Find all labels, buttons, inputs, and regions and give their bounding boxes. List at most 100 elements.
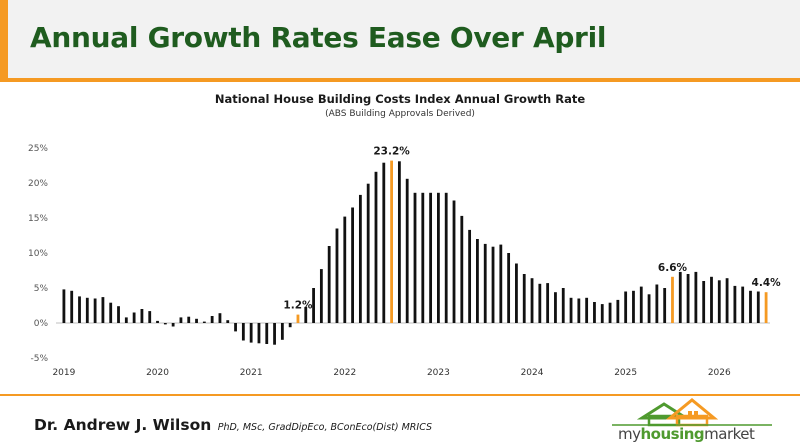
bar [647,294,651,323]
bar [468,229,472,323]
bar [749,290,752,323]
bar [608,302,612,323]
author: Dr. Andrew J. Wilson PhD, MSc, GradDipEc… [34,416,432,435]
bar [179,317,183,323]
bar [335,228,339,323]
bar [397,161,401,323]
y-tick-label: 10% [28,249,48,259]
bar [374,171,378,323]
chart-subtitle: (ABS Building Approvals Derived) [325,109,475,119]
bar [577,298,581,323]
y-tick-label: 15% [28,214,48,224]
y-tick-label: -5% [30,354,48,364]
bar [163,323,167,325]
bar [265,323,269,344]
bar [304,306,308,323]
bar [460,215,464,323]
logo-text-market: market [704,425,755,443]
bar [725,278,729,323]
bar [507,253,511,323]
bar [624,291,628,323]
bar [218,313,222,323]
bar [148,311,152,323]
bar [117,306,120,323]
bar [554,292,557,323]
bar [632,290,635,323]
bar [413,192,417,323]
highlight-bar [764,292,768,323]
footer: Dr. Andrew J. Wilson PhD, MSc, GradDipEc… [0,396,800,447]
bar [62,289,66,323]
bar [405,178,409,323]
bar [585,297,589,323]
bar [444,192,448,323]
x-tick-label: 2023 [427,368,450,378]
highlight-bar [390,160,393,323]
bar [546,283,550,323]
bar [483,243,487,323]
bar [210,316,214,323]
bar [616,299,620,323]
bar [171,323,175,327]
bar [140,309,144,323]
y-tick-label: 5% [34,284,49,294]
bar [273,323,276,345]
logo-text-housing: housing [640,425,705,443]
house-logo-icon [612,398,772,427]
bar [280,323,284,340]
bar [124,317,128,323]
bar [93,298,97,323]
bar [561,288,565,323]
logo-text: myhousingmarket [618,425,755,443]
bar [234,323,237,332]
x-tick-label: 2026 [708,368,731,378]
logo: myhousingmarket [612,398,772,444]
bar [741,286,745,323]
bar [156,320,159,323]
bar [101,297,105,323]
author-name: Dr. Andrew J. Wilson [34,416,212,434]
bar [678,271,682,323]
bar [382,162,386,323]
bar [132,312,136,323]
bar [452,200,456,323]
bar [491,246,495,323]
bar [593,302,596,323]
x-tick-label: 2019 [52,368,75,378]
bar [226,320,230,323]
footer-divider [0,394,800,396]
bar [195,318,198,323]
x-tick-label: 2024 [521,368,544,378]
bar [710,276,713,323]
bar [655,284,659,323]
x-tick-label: 2022 [333,368,356,378]
bar-chart: -5% 0% 5% 10% 15% 20% 25% 1.2% 23.2% 6.6% 4.4% 2019… [28,144,781,378]
bar [499,244,503,323]
headline: Annual Growth Rates Ease Over April [30,21,607,54]
bar [569,297,573,323]
bar [639,286,643,323]
bar [476,239,479,323]
logo-text-my: my [618,425,641,443]
bar [429,192,433,323]
author-credentials: PhD, MSc, GradDipEco, BConEco(Dist) MRIC… [217,422,433,433]
bar [694,271,698,323]
bar [319,269,323,323]
bar [288,323,292,328]
title-bar: Annual Growth Rates Ease Over April [0,0,800,82]
x-tick-label: 2021 [240,368,263,378]
bar [343,216,347,323]
bar [249,323,253,343]
data-label: 1.2% [283,300,313,312]
bar [717,280,721,323]
y-tick-label: 25% [28,144,48,154]
y-tick-label: 0% [34,319,49,329]
bar [702,281,706,323]
bar [421,192,425,323]
bar [663,288,667,323]
bar [530,278,534,323]
data-label: 23.2% [373,146,410,158]
bar [522,274,526,323]
chart-area: National House Building Costs Index Annu… [0,88,800,390]
x-tick-label: 2020 [146,368,169,378]
